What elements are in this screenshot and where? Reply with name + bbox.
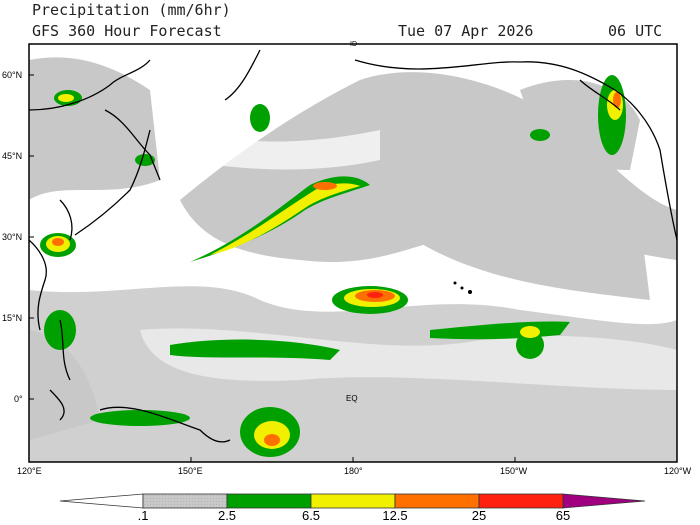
equator-label: EQ <box>346 394 358 403</box>
lon-label: 120°W <box>664 466 692 476</box>
lon-label: 180° <box>344 466 363 476</box>
lat-label: 0° <box>14 394 23 404</box>
model-label: GFS 360 Hour Forecast <box>32 22 222 40</box>
valid-date: Tue 07 Apr 2026 <box>398 22 534 40</box>
colorbar-label: 6.5 <box>301 508 321 523</box>
lon-label: 120°E <box>17 466 42 476</box>
valid-time: 06 UTC <box>608 22 663 40</box>
lon-label: 150°E <box>178 466 203 476</box>
lat-label: 30°N <box>2 232 23 242</box>
lat-label: 45°N <box>2 151 23 161</box>
colorbar-label: 65 <box>555 508 571 523</box>
coastlines <box>29 49 677 443</box>
map-title: Precipitation (mm/6hr) <box>32 1 231 19</box>
dateline-label: ID <box>350 41 357 48</box>
lat-label: 60°N <box>2 70 23 80</box>
lon-label: 150°W <box>500 466 528 476</box>
colorbar-label: 2.5 <box>217 508 237 523</box>
colorbar-label: .1 <box>137 508 149 523</box>
colorbar <box>59 493 646 509</box>
colorbar-label: 12.5 <box>382 508 408 523</box>
lat-label: 15°N <box>2 313 23 323</box>
precip-field <box>29 49 677 462</box>
colorbar-label: 25 <box>471 508 487 523</box>
